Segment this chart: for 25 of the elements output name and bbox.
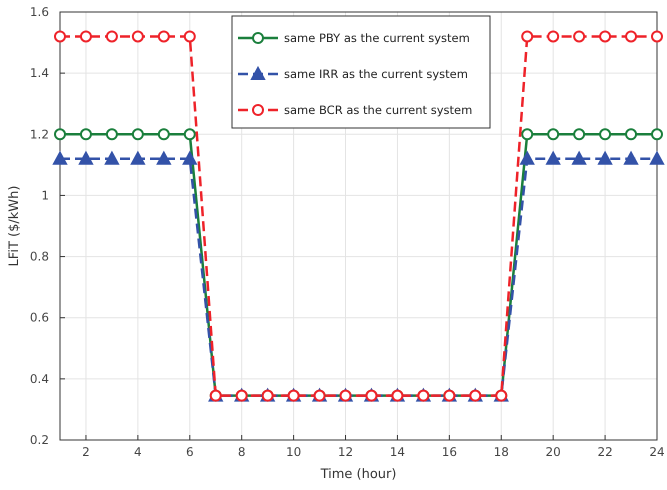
x-tick-label: 24: [649, 445, 665, 459]
y-tick-label: 0.2: [30, 433, 49, 447]
x-tick-label: 12: [338, 445, 354, 459]
y-tick-label: 0.6: [30, 310, 49, 325]
x-tick-label: 2: [82, 445, 90, 459]
y-tick-label: 1.4: [30, 66, 49, 80]
x-axis-title: Time (hour): [320, 467, 396, 482]
x-tick-label: 8: [238, 445, 246, 459]
x-tick-label: 6: [186, 445, 194, 459]
y-tick-label: 1.6: [30, 5, 49, 19]
y-tick-label: 1.2: [30, 127, 49, 142]
y-tick-label: 0.4: [30, 372, 49, 386]
y-tick-label: 0.8: [30, 250, 49, 264]
y-tick-label: 1: [41, 188, 49, 202]
y-axis-title: LFiT ($/kWh): [7, 186, 22, 266]
x-tick-label: 14: [390, 445, 406, 459]
x-tick-label: 20: [546, 445, 561, 459]
x-tick-label: 16: [442, 445, 457, 459]
x-tick-label: 10: [286, 445, 302, 459]
legend-label: same BCR as the current system: [284, 103, 472, 117]
legend-label: same PBY as the current system: [284, 31, 470, 45]
legend-label: same IRR as the current system: [284, 67, 468, 81]
x-tick-label: 4: [134, 445, 142, 459]
x-tick-label: 18: [494, 445, 509, 459]
x-tick-label: 22: [597, 445, 613, 459]
